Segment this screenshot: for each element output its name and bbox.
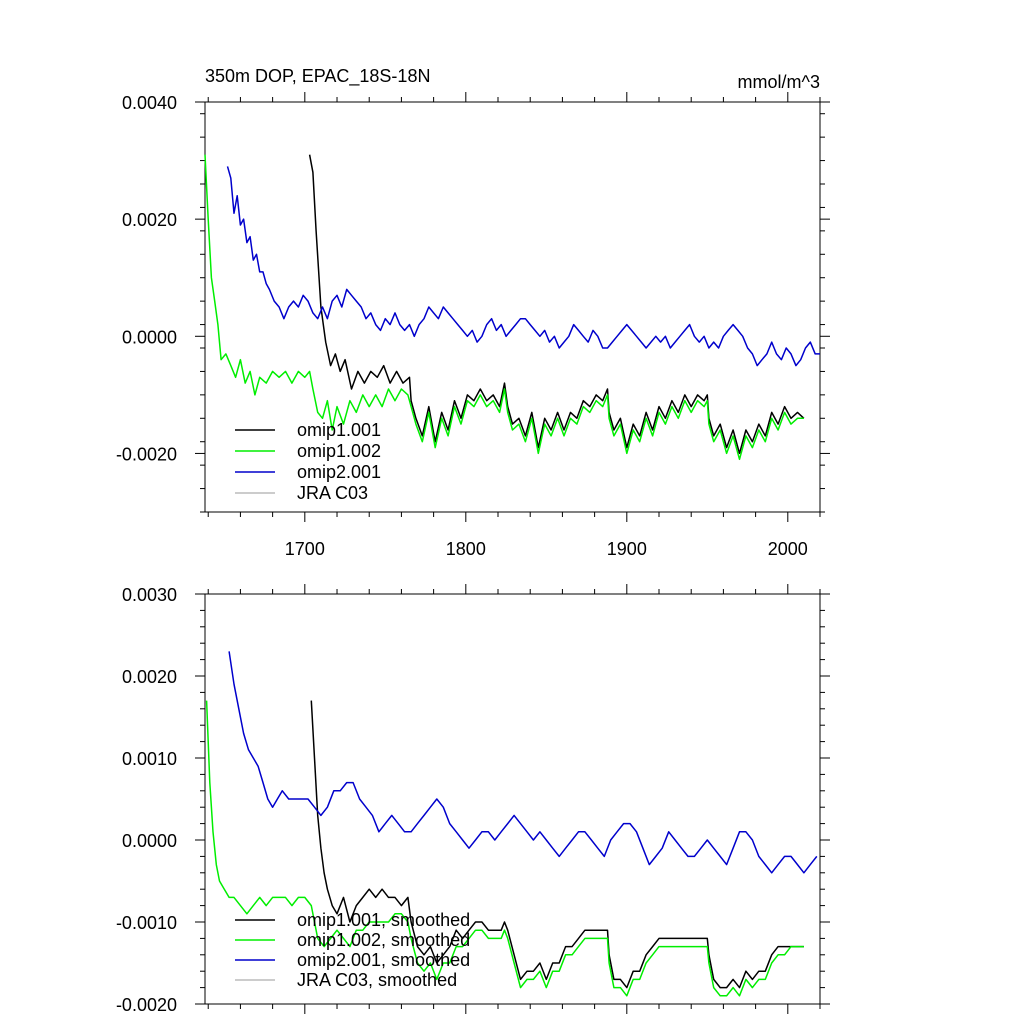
series-line-omip1-001 [308, 154, 805, 455]
top-plot-title: 350m DOP, EPAC_18S-18N [205, 66, 430, 87]
series-line-omip2-001-smoothed [228, 651, 818, 874]
x-tick-label: 1800 [446, 539, 486, 559]
x-tick-label: 1900 [607, 539, 647, 559]
series-line-omip1-002-smoothed [205, 700, 804, 997]
y-tick-label: 0.0040 [122, 93, 177, 113]
series-line-omip1-002 [204, 154, 804, 461]
bottom-series-lines [205, 651, 818, 997]
x-tick-label: 1700 [285, 539, 325, 559]
y-tick-label: 0.0020 [122, 210, 177, 230]
y-tick-label: 0.0030 [122, 585, 177, 605]
y-tick-label: -0.0020 [116, 995, 177, 1015]
bottom-axis-ticks: 0.0030 0.0020 0.0010 0.0000 -0.0010 -0.0020 [116, 584, 830, 1015]
top-plot-units: mmol/m^3 [738, 72, 820, 92]
legend-label: JRA C03 [297, 483, 368, 503]
series-line-omip2-001 [226, 166, 820, 367]
top-series-lines [204, 154, 820, 461]
legend-label: omip1.002, smoothed [297, 930, 470, 950]
top-plot-frame [204, 101, 821, 513]
y-tick-label: 0.0000 [122, 831, 177, 851]
x-tick-label: 2000 [768, 539, 808, 559]
top-panel: 1700 1800 1900 2000 0.0040 0.0020 0.0000 -0.002… [116, 66, 830, 559]
legend-label: omip2.001 [297, 462, 381, 482]
legend-label: omip1.001 [297, 420, 381, 440]
y-tick-label: 0.0000 [122, 327, 177, 347]
top-axis-ticks: 1700 1800 1900 2000 0.0040 0.0020 0.0000 -0.002… [116, 92, 830, 559]
y-tick-label: 0.0020 [122, 667, 177, 687]
legend-label: omip1.001, smoothed [297, 910, 470, 930]
bottom-plot-frame [204, 593, 821, 1005]
bottom-panel: 0.0030 0.0020 0.0010 0.0000 -0.0010 -0.0020 o… [116, 584, 830, 1015]
legend-label: JRA C03, smoothed [297, 970, 457, 990]
y-tick-label: -0.0010 [116, 913, 177, 933]
series-line-omip1-001-smoothed [310, 700, 804, 989]
legend-label: omip1.002 [297, 441, 381, 461]
legend-label: omip2.001, smoothed [297, 950, 470, 970]
y-tick-label: 0.0010 [122, 749, 177, 769]
y-tick-label: -0.0020 [116, 444, 177, 464]
